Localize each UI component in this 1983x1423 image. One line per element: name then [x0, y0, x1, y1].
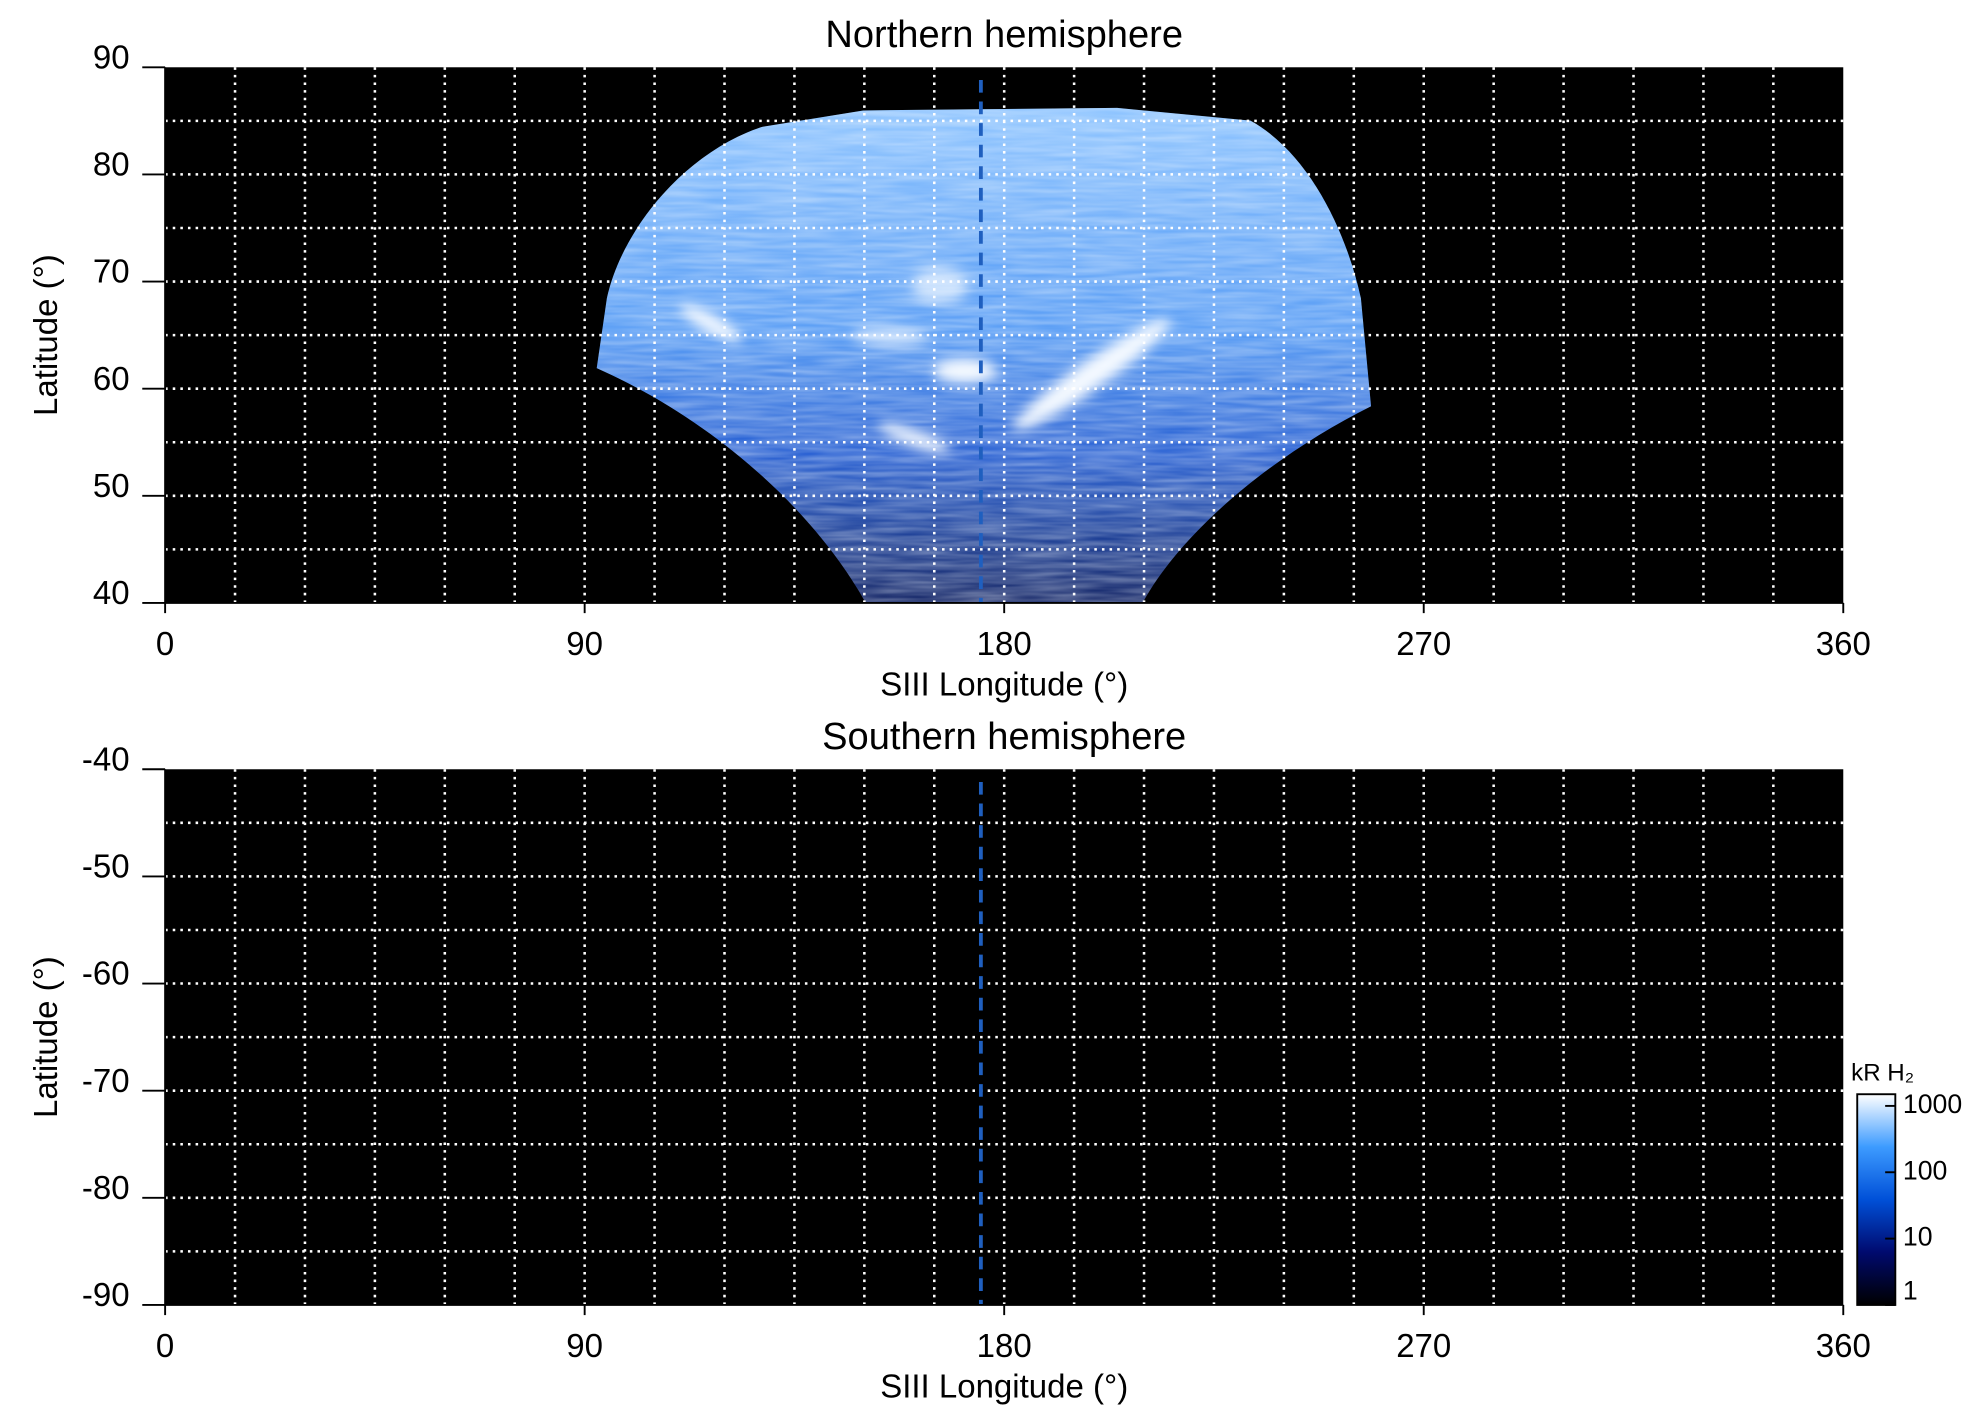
y-tick-label: -90 [82, 1276, 130, 1313]
y-tick-label: 60 [93, 360, 130, 397]
x-tick-label: 0 [156, 625, 174, 662]
x-tick-label: 180 [977, 625, 1032, 662]
x-tick-label: 90 [566, 625, 603, 662]
colorbar-label: kR H₂ [1851, 1059, 1914, 1086]
y-axis-label: Latitude (°) [27, 254, 64, 416]
colorbar-tick-label: 1000 [1903, 1089, 1962, 1119]
y-tick-label: 50 [93, 467, 130, 504]
x-tick-label: 360 [1816, 625, 1871, 662]
y-tick-label: 40 [93, 574, 130, 611]
chart-title: Northern hemisphere [825, 14, 1183, 56]
colorbar-tick-label: 1 [1903, 1275, 1918, 1305]
y-tick-label: -50 [82, 847, 130, 884]
x-tick-label: 90 [566, 1327, 603, 1364]
x-tick-label: 360 [1816, 1327, 1871, 1364]
y-tick-label: -60 [82, 955, 130, 992]
y-tick-label: 70 [93, 253, 130, 290]
colorbar-tick-label: 100 [1903, 1155, 1947, 1185]
aurora-image [596, 107, 1372, 603]
y-axis-label: Latitude (°) [27, 956, 64, 1118]
chart-title: Southern hemisphere [822, 716, 1186, 758]
colorbar [1856, 1093, 1897, 1306]
x-tick-label: 270 [1396, 625, 1451, 662]
y-tick-label: 80 [93, 146, 130, 183]
y-tick-label: -70 [82, 1062, 130, 1099]
x-tick-label: 270 [1396, 1327, 1451, 1364]
x-tick-label: 0 [156, 1327, 174, 1364]
x-axis-label: SIII Longitude (°) [880, 1367, 1128, 1404]
x-tick-label: 180 [977, 1327, 1032, 1364]
y-tick-label: -80 [82, 1169, 130, 1206]
x-axis-label: SIII Longitude (°) [880, 665, 1128, 702]
y-tick-label: 90 [93, 38, 130, 75]
colorbar-tick-label: 10 [1903, 1222, 1933, 1252]
y-tick-label: -40 [82, 740, 130, 777]
